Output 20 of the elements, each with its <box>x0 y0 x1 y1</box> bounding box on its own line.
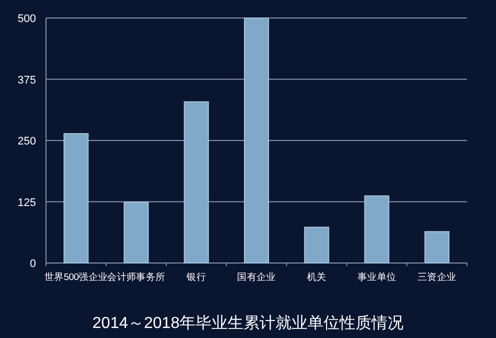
x-tick-label: 银行 <box>186 272 206 283</box>
x-tick-label: 机关 <box>306 271 327 283</box>
bar <box>424 231 450 264</box>
y-tick-label: 375 <box>18 74 36 86</box>
x-tick-label: 会计师事务所 <box>107 271 166 283</box>
bar <box>304 226 330 264</box>
bar <box>184 101 209 264</box>
y-tick-label: 250 <box>18 136 36 148</box>
x-tick-label: 三资企业 <box>418 271 457 283</box>
x-tick-label: 事业单位 <box>357 271 396 283</box>
x-tick-label: 国有企业 <box>237 271 276 283</box>
bar <box>364 195 390 264</box>
y-tick-label: 500 <box>18 13 36 25</box>
bar <box>64 133 89 264</box>
y-tick-label: 125 <box>18 196 36 209</box>
text: 2014～2018年毕业生累计就业单位性质情况 <box>92 314 404 332</box>
x-tick-label: 世界500强企业 <box>44 271 108 283</box>
bar <box>244 18 270 264</box>
bar <box>124 202 149 264</box>
y-tick-label: 0 <box>30 258 36 270</box>
